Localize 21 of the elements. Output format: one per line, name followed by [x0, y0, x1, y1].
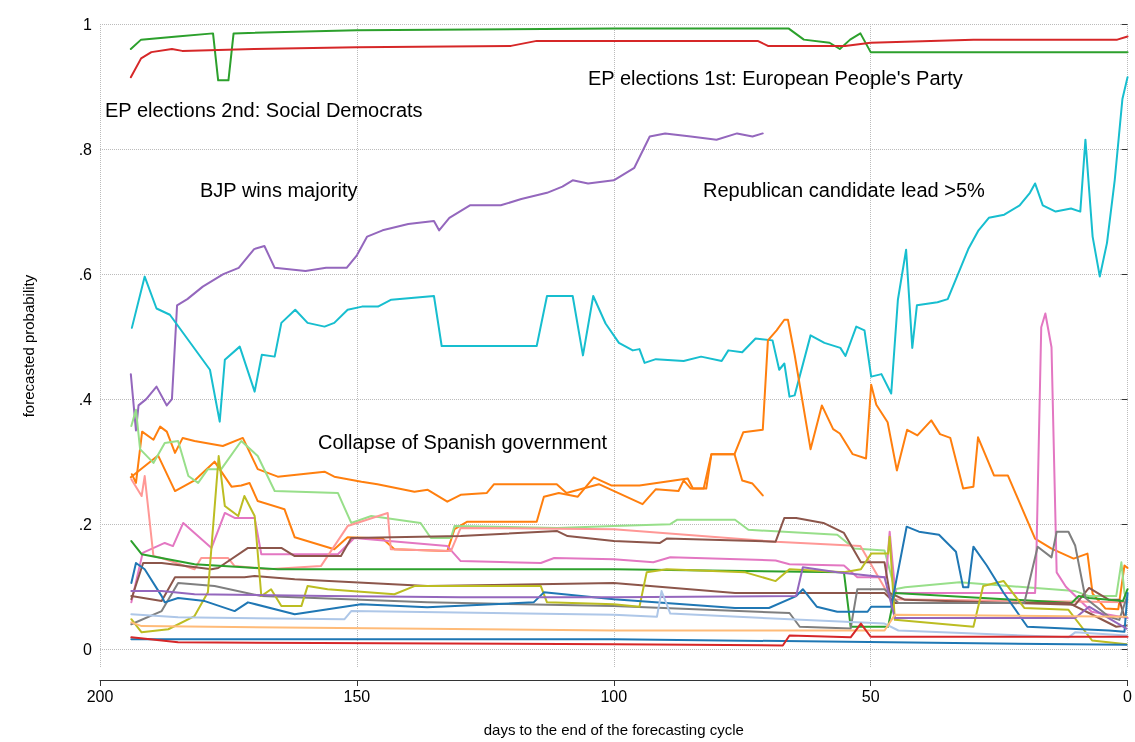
annotation: Republican candidate lead >5% [703, 179, 986, 201]
annotation: EP elections 1st: European People's Party [588, 67, 963, 89]
x-axis-title: days to the end of the forecasting cycle [483, 721, 744, 738]
x-tick-label: 50 [861, 687, 880, 705]
annotation: Collapse of Spanish government [318, 431, 608, 453]
x-tick-label: 150 [343, 687, 371, 705]
line-series [130, 590, 1128, 639]
line-series [130, 622, 1129, 647]
annotation: BJP wins majority [200, 179, 358, 201]
y-tick-label: .2 [78, 515, 93, 533]
annotation: EP elections 2nd: Social Democrats [105, 99, 423, 121]
y-axis-title: forecasted probability [20, 274, 37, 418]
y-tick-label: 0 [83, 640, 93, 658]
x-tick-label: 0 [1123, 687, 1133, 705]
y-tick-label: .8 [78, 140, 93, 158]
x-tick-label: 100 [600, 687, 628, 705]
y-tick-label: .6 [78, 265, 93, 283]
line-series [130, 613, 1128, 632]
x-tick-label: 200 [86, 687, 114, 705]
y-tick-label: 1 [83, 15, 93, 33]
y-tick-label: .4 [78, 390, 93, 408]
